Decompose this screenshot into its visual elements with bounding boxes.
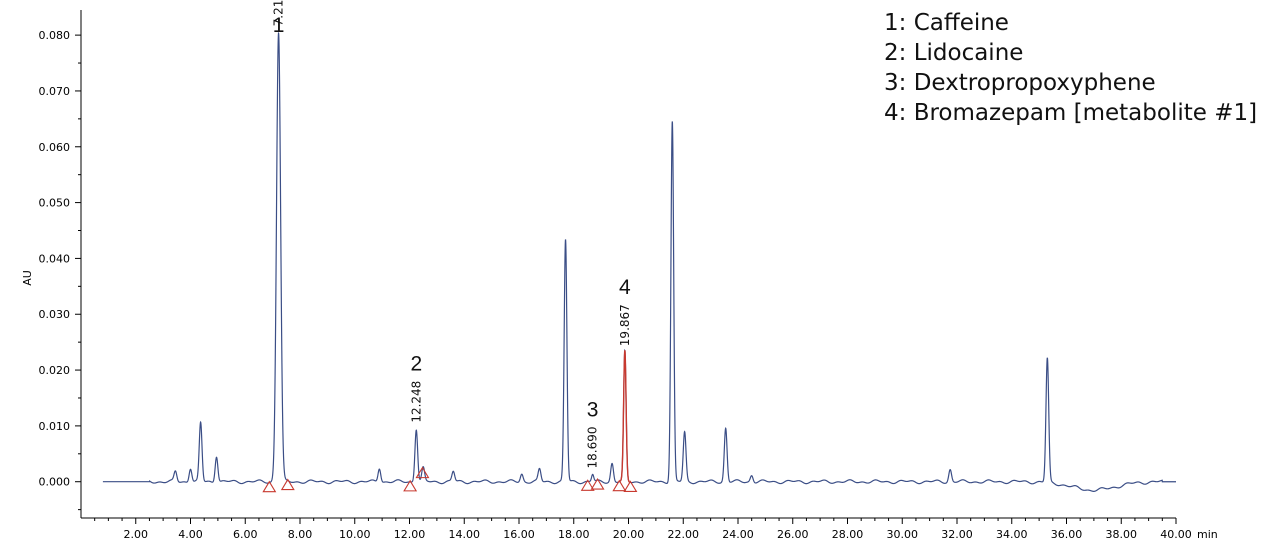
y-tick-label: 0.010 — [39, 420, 71, 433]
integration-marker — [262, 480, 277, 493]
legend-entry: 1: Caffeine — [884, 10, 1009, 36]
integration-marker — [415, 466, 430, 479]
chromatogram-trace — [102, 31, 1176, 492]
y-axis-title: AU — [21, 270, 34, 286]
y-tick-label: 0.060 — [39, 141, 71, 154]
x-tick-label: 32.00 — [941, 528, 973, 541]
x-tick-label: 14.00 — [449, 528, 481, 541]
x-tick-label: 4.00 — [178, 528, 203, 541]
x-tick-label: 12.00 — [394, 528, 426, 541]
legend: 1: Caffeine 2: Lidocaine 3: Dextropropox… — [884, 8, 1257, 128]
highlighted-peak-trace — [619, 350, 631, 483]
retention-time-label: 7.217 — [272, 0, 286, 26]
x-tick-label: 6.00 — [233, 528, 258, 541]
y-tick-label: 0.030 — [39, 308, 71, 321]
x-tick-label: 18.00 — [558, 528, 590, 541]
retention-time-label: 19.867 — [618, 304, 632, 346]
integration-marker — [623, 480, 638, 492]
integration-markers — [262, 466, 638, 493]
legend-entry: 3: Dextropropoxyphene — [884, 70, 1156, 96]
y-tick-label: 0.050 — [39, 197, 71, 210]
x-tick-label: 40.00 — [1160, 528, 1192, 541]
y-tick-label: 0.070 — [39, 85, 71, 98]
traces — [102, 31, 1176, 492]
x-tick-label: 34.00 — [996, 528, 1028, 541]
integration-marker — [590, 477, 605, 490]
integration-marker — [612, 479, 627, 492]
x-tick-label: 10.00 — [339, 528, 371, 541]
axes: 2.00 4.00 6.00 8.00 10.00 12.00 14.00 16.00 18.0… — [39, 10, 1192, 541]
integration-marker — [580, 479, 595, 491]
y-tick-label: 0.080 — [39, 29, 71, 42]
peak-number-label: 4 — [619, 276, 631, 299]
x-tick-label: 20.00 — [613, 528, 645, 541]
x-tick-label: 24.00 — [722, 528, 754, 541]
integration-marker — [403, 479, 418, 492]
legend-entry: 2: Lidocaine — [884, 40, 1024, 66]
x-tick-label: 16.00 — [503, 528, 535, 541]
x-tick-label: 36.00 — [1051, 528, 1083, 541]
retention-time-label: 12.248 — [409, 381, 423, 423]
peak-number-label: 1 — [273, 14, 285, 37]
x-tick-label: 38.00 — [1106, 528, 1138, 541]
y-tick-label: 0.000 — [39, 476, 71, 489]
x-tick-label: 2.00 — [124, 528, 149, 541]
x-tick-label: 28.00 — [832, 528, 864, 541]
y-tick-label: 0.020 — [39, 364, 71, 377]
x-tick-label: 30.00 — [887, 528, 919, 541]
x-tick-label: 8.00 — [288, 528, 313, 541]
retention-time-label: 18.690 — [586, 426, 600, 468]
legend-entry: 4: Bromazepam [metabolite #1] — [884, 100, 1258, 126]
x-axis-unit: min — [1197, 528, 1218, 541]
peak-number-label: 3 — [587, 398, 599, 421]
peak-number-label: 2 — [410, 353, 422, 376]
integration-marker — [280, 478, 295, 491]
x-tick-label: 26.00 — [777, 528, 809, 541]
x-tick-label: 22.00 — [668, 528, 700, 541]
y-tick-label: 0.040 — [39, 252, 71, 265]
